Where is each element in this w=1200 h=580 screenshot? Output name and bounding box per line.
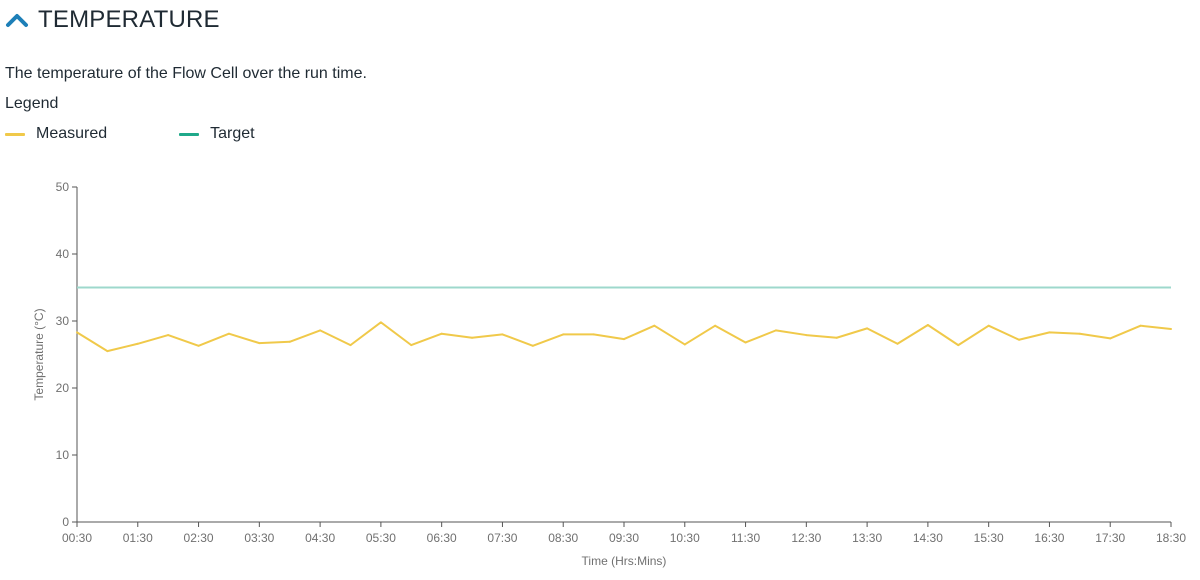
legend-item-measured[interactable]: Measured	[5, 125, 107, 143]
data-point-measured-31	[1018, 338, 1021, 341]
data-point-measured-14	[501, 333, 504, 336]
data-point-measured-13	[471, 336, 474, 339]
y-tick-label-50: 50	[56, 180, 70, 194]
data-point-measured-34	[1109, 337, 1112, 340]
data-point-measured-17	[592, 333, 595, 336]
x-tick-label-16: 16:30	[1034, 531, 1064, 545]
x-tick-label-10: 10:30	[670, 531, 700, 545]
data-point-measured-21	[714, 324, 717, 327]
x-tick-label-17: 17:30	[1095, 531, 1125, 545]
data-point-measured-30	[987, 324, 990, 327]
data-point-measured-8	[319, 329, 322, 332]
section-header[interactable]: TEMPERATURE	[4, 6, 220, 34]
data-point-measured-29	[957, 344, 960, 347]
data-point-measured-4	[197, 344, 200, 347]
x-tick-label-2: 02:30	[184, 531, 214, 545]
x-tick-label-8: 08:30	[548, 531, 578, 545]
x-tick-label-14: 14:30	[913, 531, 943, 545]
data-point-measured-0	[76, 331, 78, 334]
data-point-measured-16	[562, 333, 565, 336]
data-point-measured-27	[896, 342, 899, 345]
legend-swatch-target	[179, 132, 200, 136]
x-tick-label-3: 03:30	[244, 531, 274, 545]
chart-description: The temperature of the Flow Cell over th…	[5, 65, 367, 82]
data-point-measured-26	[866, 327, 869, 330]
data-point-measured-35	[1139, 324, 1142, 327]
data-point-measured-5	[227, 332, 230, 335]
data-point-measured-20	[683, 343, 686, 346]
data-point-measured-25	[835, 336, 838, 339]
data-point-measured-7	[288, 340, 291, 343]
data-point-measured-15	[531, 344, 534, 347]
data-point-measured-23	[774, 329, 777, 332]
y-tick-label-30: 30	[56, 314, 70, 328]
x-tick-label-5: 05:30	[366, 531, 396, 545]
x-tick-label-13: 13:30	[852, 531, 882, 545]
data-point-measured-28	[926, 324, 929, 327]
data-point-measured-12	[440, 332, 443, 335]
data-point-measured-32	[1048, 331, 1051, 334]
data-point-measured-1	[106, 350, 109, 353]
data-point-measured-19	[653, 324, 656, 327]
data-point-measured-33	[1078, 332, 1081, 335]
chevron-up-icon[interactable]	[4, 7, 30, 33]
data-point-measured-9	[349, 344, 352, 347]
x-tick-label-7: 07:30	[487, 531, 517, 545]
x-tick-label-6: 06:30	[427, 531, 457, 545]
x-tick-label-12: 12:30	[791, 531, 821, 545]
legend-title: Legend	[5, 95, 59, 112]
x-tick-label-1: 01:30	[123, 531, 153, 545]
y-tick-label-20: 20	[56, 381, 70, 395]
x-tick-label-0: 00:30	[62, 531, 92, 545]
y-tick-label-10: 10	[56, 448, 70, 462]
legend-label-measured: Measured	[36, 125, 108, 142]
data-point-measured-10	[379, 321, 382, 324]
data-point-measured-18	[623, 338, 625, 341]
series-line-measured	[76, 321, 1172, 353]
x-tick-label-15: 15:30	[974, 531, 1004, 545]
data-point-measured-24	[805, 334, 808, 337]
x-tick-label-9: 09:30	[609, 531, 639, 545]
legend-label-target: Target	[210, 125, 255, 142]
data-point-measured-2	[136, 342, 139, 345]
data-point-measured-22	[744, 341, 747, 344]
x-axis-title: Time (Hrs:Mins)	[582, 554, 667, 568]
x-tick-label-11: 11:30	[731, 531, 760, 545]
x-tick-label-18: 18:30	[1156, 531, 1186, 545]
data-point-measured-3	[167, 334, 170, 337]
data-point-measured-36	[1170, 328, 1172, 331]
legend-swatch-measured	[5, 132, 25, 136]
data-point-measured-11	[410, 344, 413, 347]
data-point-measured-6	[258, 342, 261, 345]
section-title: TEMPERATURE	[38, 6, 220, 33]
x-tick-label-4: 04:30	[305, 531, 335, 545]
y-tick-label-0: 0	[62, 515, 69, 529]
legend: Measured Target	[5, 125, 327, 143]
y-axis-title: Temperature (°C)	[32, 308, 46, 400]
y-tick-label-40: 40	[56, 247, 70, 261]
legend-item-target[interactable]: Target	[179, 125, 255, 143]
